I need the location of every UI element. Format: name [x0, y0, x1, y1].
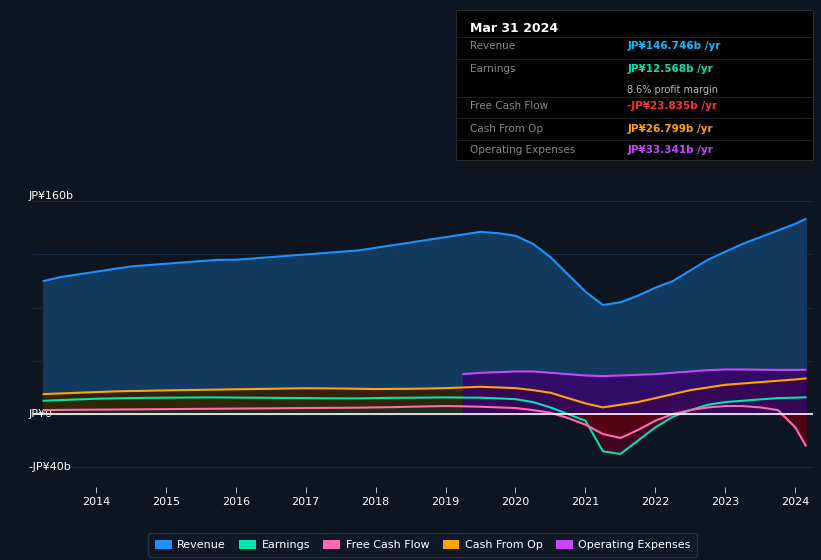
Text: Revenue: Revenue: [470, 41, 515, 51]
Text: JP¥26.799b /yr: JP¥26.799b /yr: [627, 124, 713, 134]
Text: JP¥146.746b /yr: JP¥146.746b /yr: [627, 41, 721, 51]
Text: Cash From Op: Cash From Op: [470, 124, 543, 134]
Text: JP¥33.341b /yr: JP¥33.341b /yr: [627, 144, 713, 155]
Text: Free Cash Flow: Free Cash Flow: [470, 101, 548, 111]
Text: -JP¥23.835b /yr: -JP¥23.835b /yr: [627, 101, 717, 111]
Text: JP¥160b: JP¥160b: [29, 192, 74, 201]
Text: -JP¥40b: -JP¥40b: [29, 462, 71, 472]
Legend: Revenue, Earnings, Free Cash Flow, Cash From Op, Operating Expenses: Revenue, Earnings, Free Cash Flow, Cash …: [149, 533, 697, 557]
Text: JP¥12.568b /yr: JP¥12.568b /yr: [627, 63, 713, 73]
Text: Mar 31 2024: Mar 31 2024: [470, 21, 558, 35]
Text: JP¥0: JP¥0: [29, 409, 53, 419]
Text: Earnings: Earnings: [470, 63, 516, 73]
Text: 8.6% profit margin: 8.6% profit margin: [627, 85, 718, 95]
Text: Operating Expenses: Operating Expenses: [470, 144, 576, 155]
